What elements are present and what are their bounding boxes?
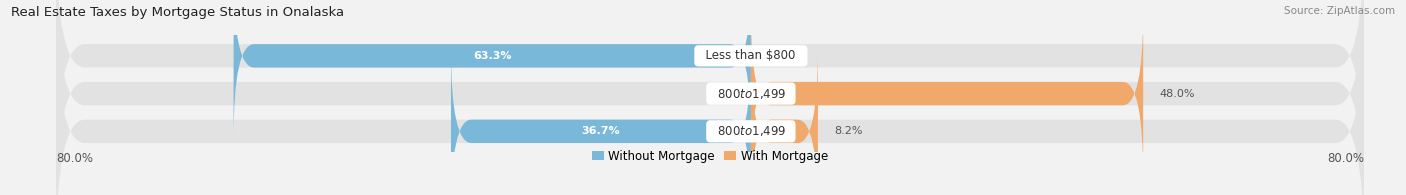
Text: $800 to $1,499: $800 to $1,499 [710, 87, 792, 101]
Text: Real Estate Taxes by Mortgage Status in Onalaska: Real Estate Taxes by Mortgage Status in … [11, 6, 344, 19]
Text: 80.0%: 80.0% [56, 152, 93, 165]
Text: 36.7%: 36.7% [582, 126, 620, 136]
Text: 0.0%: 0.0% [706, 89, 734, 99]
FancyBboxPatch shape [56, 0, 1364, 176]
FancyBboxPatch shape [233, 0, 751, 138]
Text: 8.2%: 8.2% [834, 126, 863, 136]
FancyBboxPatch shape [451, 49, 751, 195]
Text: Less than $800: Less than $800 [699, 49, 803, 62]
Text: $800 to $1,499: $800 to $1,499 [710, 124, 792, 138]
Text: 80.0%: 80.0% [1327, 152, 1364, 165]
FancyBboxPatch shape [751, 11, 1143, 176]
Text: Source: ZipAtlas.com: Source: ZipAtlas.com [1284, 6, 1395, 16]
FancyBboxPatch shape [751, 49, 818, 195]
Text: 48.0%: 48.0% [1160, 89, 1195, 99]
Legend: Without Mortgage, With Mortgage: Without Mortgage, With Mortgage [588, 145, 832, 167]
Text: 63.3%: 63.3% [472, 51, 512, 61]
FancyBboxPatch shape [56, 0, 1364, 195]
FancyBboxPatch shape [56, 11, 1364, 195]
Text: 0.0%: 0.0% [768, 51, 796, 61]
